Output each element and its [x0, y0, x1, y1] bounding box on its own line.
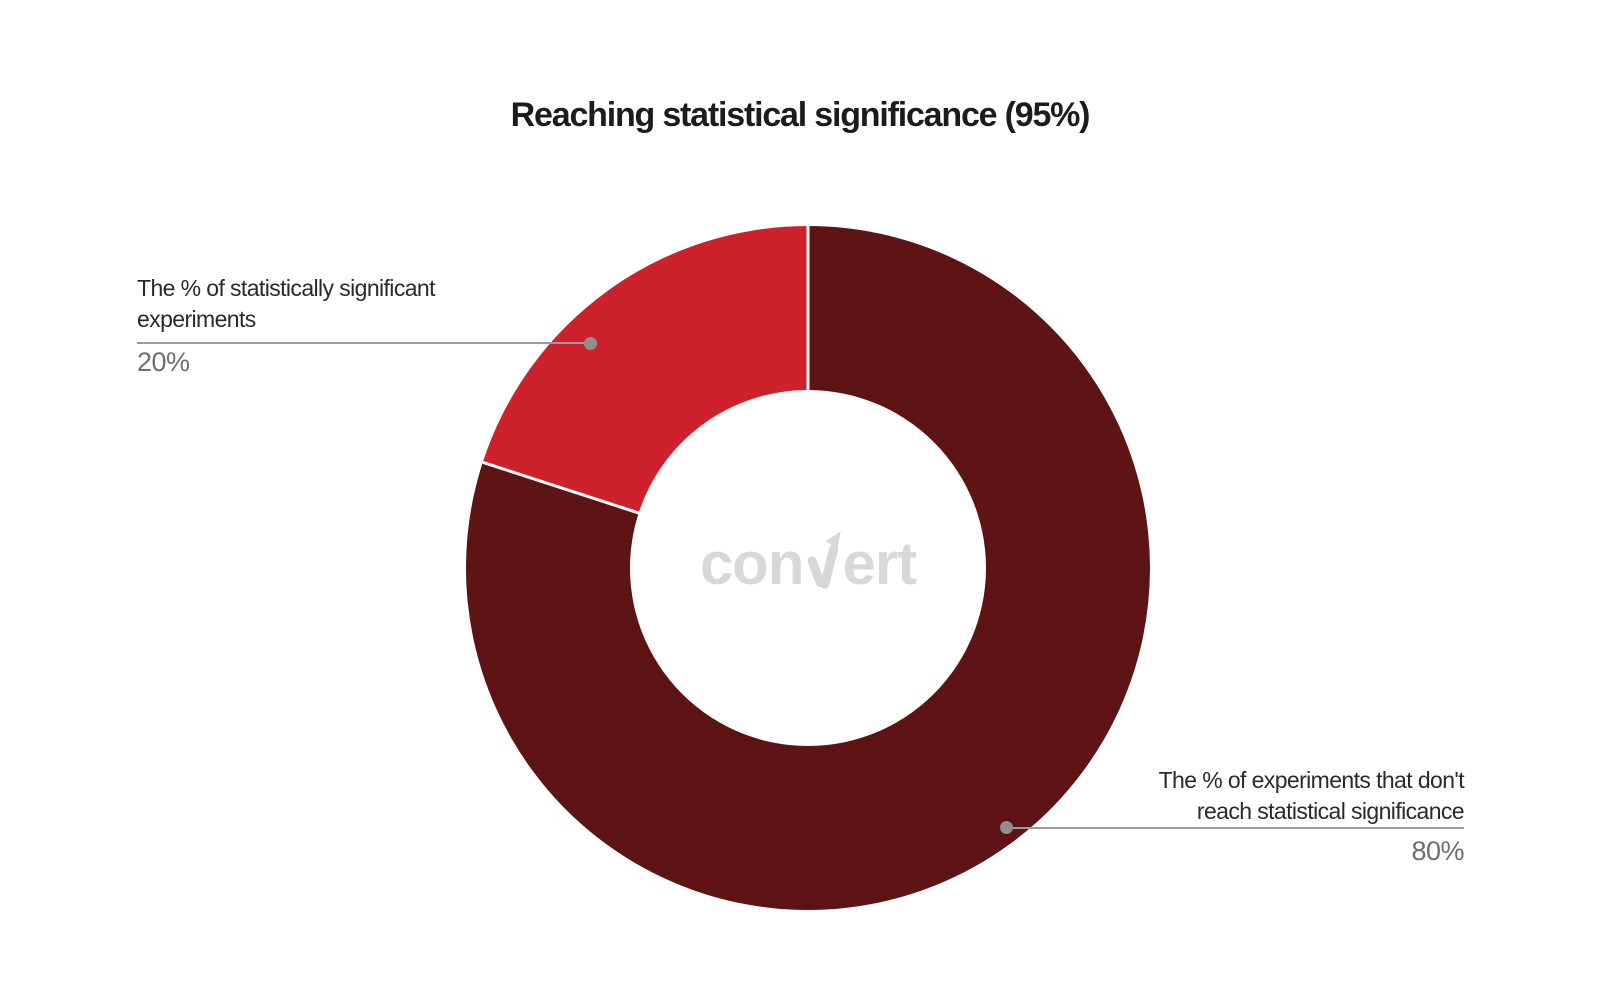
convert-logo-arrow-icon: [805, 527, 841, 593]
annotation-significant-label: The % of statistically significant exper…: [137, 273, 436, 335]
convert-logo-text-right: ert: [842, 529, 917, 597]
donut-chart: [466, 226, 1150, 910]
donut-slice-0: [482, 226, 808, 513]
annotation-significant-leader-dot: [584, 337, 597, 350]
annotation-significant-leader-line: [137, 342, 590, 344]
convert-logo-watermark: con ert: [699, 527, 917, 599]
donut-slice-1: [466, 226, 1150, 910]
annotation-not-significant-value: 80%: [1411, 836, 1464, 866]
chart-title: Reaching statistical significance (95%): [510, 96, 1091, 134]
convert-logo-text-left: con: [699, 529, 805, 597]
annotation-not-significant-label: The % of experiments that don't reach st…: [1158, 765, 1465, 827]
annotation-significant-label-line-2: experiments: [137, 306, 256, 332]
slice-separator-1: [482, 460, 641, 515]
annotation-not-significant-label-line-1: The % of experiments that don't: [1158, 767, 1465, 793]
annotation-not-significant-label-line-2: reach statistical significance: [1196, 798, 1465, 824]
annotation-not-significant-leader-dot: [1000, 821, 1013, 834]
annotation-significant-label-line-1: The % of statistically significant: [137, 275, 436, 301]
annotation-not-significant-leader-line: [1007, 827, 1464, 829]
annotation-significant-value: 20%: [137, 347, 190, 377]
